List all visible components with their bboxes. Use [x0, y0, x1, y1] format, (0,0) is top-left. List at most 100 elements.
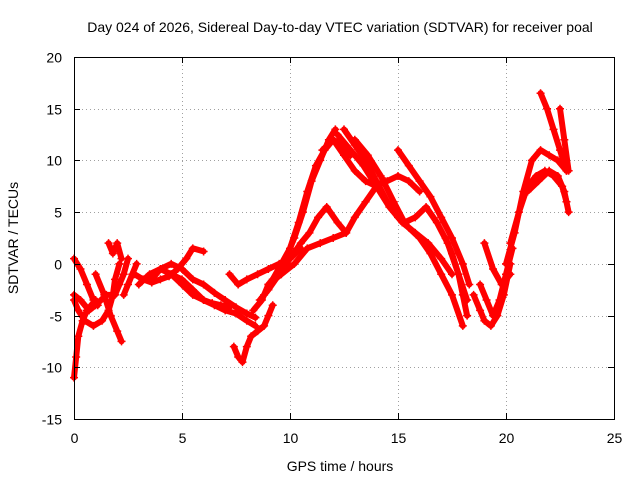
data-point: [210, 301, 219, 310]
data-point: [117, 337, 126, 346]
series-track-11: [167, 270, 260, 330]
data-series: [70, 89, 573, 382]
data-point: [89, 321, 98, 330]
series-track-12: [229, 301, 277, 367]
data-point: [242, 275, 251, 284]
data-point: [346, 146, 355, 155]
data-point: [458, 290, 467, 299]
data-point: [497, 280, 506, 289]
data-point: [486, 321, 495, 330]
data-point: [251, 313, 260, 322]
data-point: [564, 208, 573, 217]
data-point: [329, 135, 338, 144]
data-point: [286, 244, 294, 253]
series-line: [481, 240, 514, 288]
series-track-6: [104, 239, 126, 263]
data-point: [389, 197, 398, 206]
data-point: [134, 280, 143, 289]
data-point: [415, 177, 424, 186]
data-point: [489, 265, 498, 274]
series-track-4: [70, 254, 102, 310]
data-point: [549, 125, 558, 134]
data-point: [264, 280, 273, 289]
data-point: [290, 259, 299, 268]
data-point: [108, 249, 117, 258]
series-line: [265, 178, 388, 288]
data-point: [82, 306, 91, 315]
data-point: [514, 208, 523, 217]
data-point: [260, 321, 269, 330]
data-point: [210, 288, 219, 297]
data-point: [316, 239, 325, 248]
data-point: [74, 306, 83, 315]
x-tick-label: 20: [499, 430, 515, 446]
data-point: [400, 218, 409, 227]
data-point: [119, 290, 128, 299]
data-point: [363, 151, 372, 160]
series-track-23: [441, 234, 472, 320]
data-point: [536, 89, 545, 98]
data-point: [426, 192, 435, 201]
data-point: [556, 146, 564, 155]
data-point: [372, 177, 381, 186]
x-tick-label: 25: [607, 430, 623, 446]
data-point: [188, 244, 197, 253]
data-point: [437, 254, 446, 263]
data-point: [303, 187, 312, 196]
data-point: [156, 275, 165, 284]
data-point: [147, 275, 156, 284]
data-point: [277, 270, 286, 279]
data-point: [117, 254, 126, 263]
data-point: [311, 161, 320, 170]
y-tick-label: -10: [42, 360, 62, 376]
data-point: [268, 301, 277, 310]
data-point: [156, 265, 165, 274]
data-point: [98, 316, 107, 325]
data-point: [448, 290, 456, 299]
data-point: [74, 332, 83, 341]
data-point: [415, 234, 424, 242]
series-track-30: [556, 104, 573, 175]
data-point: [543, 104, 552, 113]
data-point: [411, 213, 420, 222]
data-point: [234, 352, 243, 361]
data-point: [415, 187, 424, 196]
y-tick-label: 0: [54, 257, 62, 273]
data-point: [560, 187, 569, 196]
chart-title: Day 024 of 2026, Sidereal Day-to-day VTE…: [87, 19, 593, 35]
data-point: [72, 352, 81, 361]
data-point: [111, 290, 120, 299]
data-point: [333, 218, 342, 227]
data-point: [251, 321, 260, 330]
data-point: [76, 265, 85, 274]
data-point: [350, 135, 359, 144]
series-line: [105, 240, 125, 262]
data-point: [130, 270, 139, 279]
data-point: [545, 151, 554, 160]
grid-lines: [74, 57, 614, 419]
data-point: [286, 254, 294, 263]
data-point: [534, 177, 543, 186]
x-tick-label: 15: [391, 430, 407, 446]
data-point: [296, 239, 305, 248]
data-point: [238, 358, 247, 367]
data-point: [132, 259, 141, 268]
series-track-17: [264, 177, 390, 289]
series-line: [319, 136, 423, 195]
series-track-31: [523, 166, 573, 217]
data-point: [82, 280, 91, 289]
data-point: [314, 213, 323, 222]
data-point: [178, 265, 186, 274]
data-point: [255, 296, 264, 305]
data-point: [221, 296, 230, 305]
data-point: [229, 342, 238, 351]
data-point: [495, 296, 504, 305]
data-point: [234, 280, 243, 289]
data-point: [394, 171, 402, 180]
data-point: [111, 275, 120, 284]
y-tick-label: -15: [42, 412, 62, 428]
data-point: [167, 259, 176, 268]
data-point: [264, 311, 273, 320]
series-track-5: [91, 270, 126, 346]
